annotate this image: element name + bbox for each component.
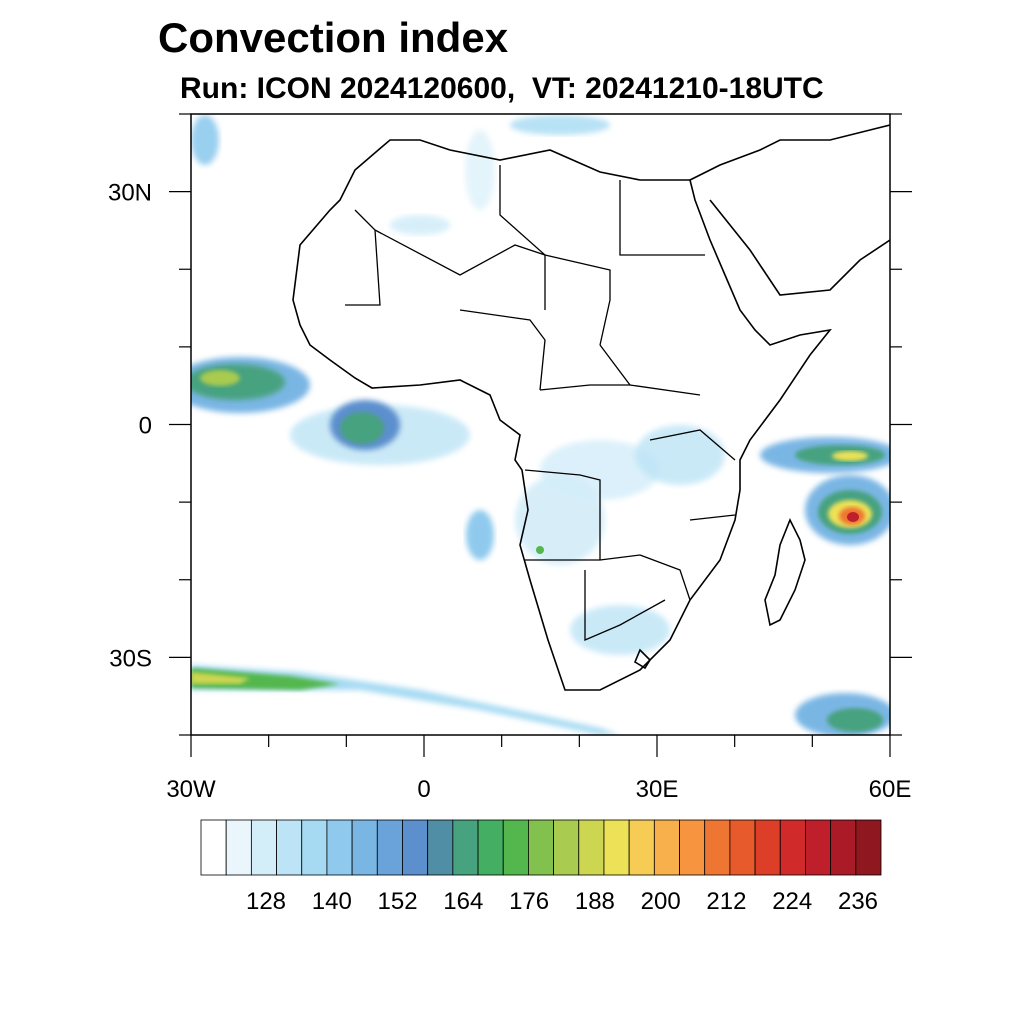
convection-field — [191, 115, 890, 735]
colorbar-swatch — [225, 819, 252, 876]
lon-tick-label: 60E — [869, 776, 912, 803]
colorbar-label: 236 — [837, 888, 879, 915]
colorbar-swatch — [754, 819, 781, 876]
colorbar-swatch — [402, 819, 429, 876]
colorbar-label: 188 — [574, 888, 615, 915]
colorbar-swatch — [301, 819, 328, 876]
map-subtitle: Run: ICON 2024120600, VT: 20241210-18UTC — [180, 72, 824, 105]
lon-tick-label: 30E — [636, 776, 679, 803]
colorbar-swatch — [830, 819, 857, 876]
colorbar-swatch — [628, 819, 655, 876]
lon-tick-label: 30W — [166, 776, 216, 803]
colorbar-swatch — [376, 819, 403, 876]
axis-tick-labels: 30W 0 30E 60E 30N 0 30S — [108, 180, 911, 803]
coastlines — [292, 124, 890, 691]
colorbar-swatch — [351, 819, 378, 876]
colorbar-swatch — [528, 819, 554, 876]
colorbar-label: 212 — [706, 888, 747, 915]
colorbar-label: 152 — [377, 888, 418, 915]
colorbar-swatch — [603, 819, 630, 876]
colorbar-swatch — [326, 819, 353, 876]
colorbar-swatch — [477, 819, 504, 876]
colorbar-swatch — [653, 819, 680, 876]
lat-tick-label: 30N — [108, 180, 152, 207]
colorbar-swatch — [779, 819, 806, 876]
colorbar-swatch — [200, 819, 227, 876]
colorbar-label: 200 — [640, 888, 681, 915]
colorbar-swatch — [427, 819, 454, 876]
colorbar — [200, 819, 882, 876]
colorbar-label: 128 — [245, 888, 287, 915]
colorbar-swatch — [452, 819, 479, 876]
colorbar-swatch — [250, 819, 277, 876]
colorbar-swatch — [553, 819, 580, 876]
lon-tick-label: 0 — [417, 776, 430, 803]
colorbar-label: 176 — [509, 888, 550, 915]
colorbar-swatch — [578, 819, 605, 876]
colorbar-label: 224 — [772, 888, 813, 915]
country-borders — [345, 165, 736, 641]
colorbar-swatch — [805, 819, 832, 876]
map-title: Convection index — [158, 14, 509, 61]
colorbar-swatch — [704, 819, 731, 876]
axis-ticks — [169, 113, 912, 757]
colorbar-swatch — [502, 819, 529, 876]
colorbar-swatch — [729, 819, 756, 876]
lat-tick-label: 30S — [109, 645, 152, 672]
colorbar-swatch — [855, 819, 882, 876]
colorbar-swatch — [276, 819, 303, 876]
colorbar-label: 164 — [443, 888, 484, 915]
colorbar-label: 140 — [311, 888, 352, 915]
colorbar-swatch — [679, 819, 706, 876]
lat-tick-label: 0 — [139, 413, 152, 440]
